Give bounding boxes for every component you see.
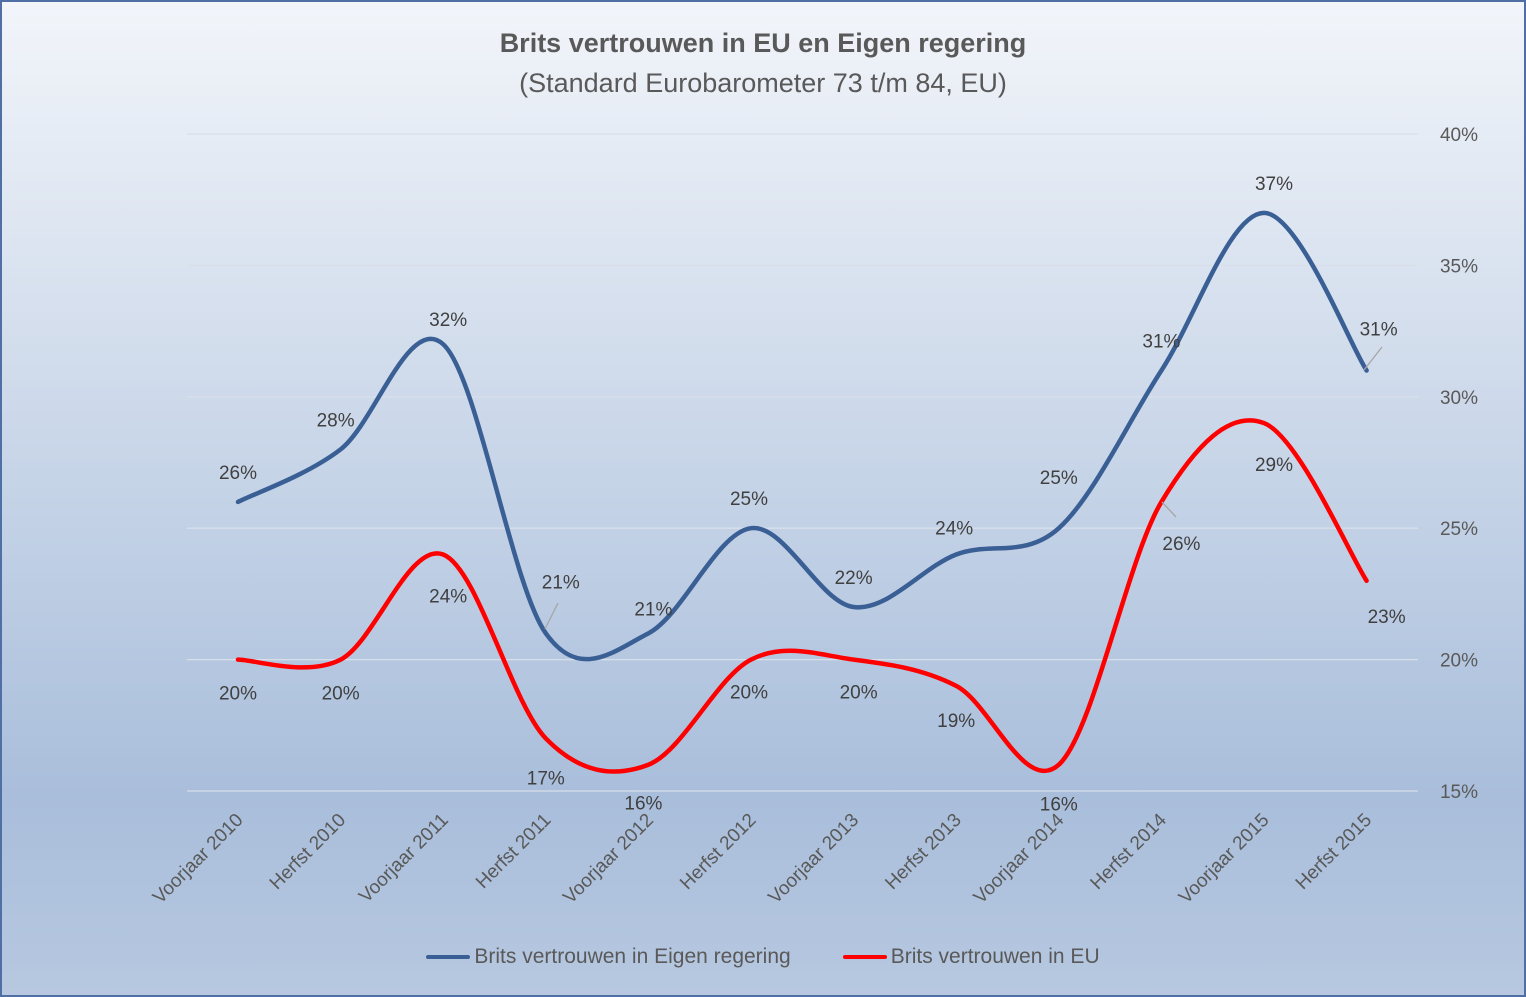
legend-swatch-government [426, 955, 471, 959]
legend-swatch-eu [842, 955, 887, 959]
data-label-government: 32% [429, 310, 467, 331]
data-label-government: 31% [1142, 332, 1180, 353]
data-label-government: 21% [634, 599, 672, 620]
x-tick-label: Voorjaar 2012 [559, 810, 658, 909]
y-tick-label: 20% [1440, 651, 1478, 672]
x-axis: Voorjaar 2010 Herfst 2010 Voorjaar 2011 Her… [149, 809, 1376, 908]
data-label-eu: 16% [1040, 795, 1078, 816]
y-tick-label: 25% [1440, 519, 1478, 540]
series-line-government [235, 210, 1369, 662]
y-tick-label: 35% [1440, 256, 1478, 277]
data-label-eu: 23% [1368, 607, 1406, 628]
data-label-government: 25% [1040, 468, 1078, 489]
data-label-eu: 24% [429, 586, 467, 607]
data-label-eu: 20% [322, 684, 360, 705]
y-tick-label: 30% [1440, 388, 1478, 409]
x-tick-label: Voorjaar 2013 [765, 810, 864, 909]
data-label-government: 28% [317, 410, 355, 431]
y-axis: 15% 20% 25% 30% 35% 40% [1440, 125, 1478, 803]
data-label-eu: 20% [730, 683, 768, 704]
data-label-eu: 19% [937, 711, 975, 732]
leader-line [1363, 346, 1383, 371]
data-label-government: 22% [835, 568, 873, 589]
data-label-eu: 20% [219, 684, 257, 705]
x-tick-label: Herfst 2015 [1292, 810, 1376, 894]
y-tick-label: 40% [1440, 125, 1478, 146]
x-tick-label: Herfst 2011 [472, 810, 555, 893]
legend-label-eu: Brits vertrouwen in EU [890, 945, 1100, 968]
chart-title: Brits vertrouwen in EU en Eigen regering [499, 28, 1027, 58]
data-label-eu: 17% [527, 768, 565, 789]
x-tick-label: Voorjaar 2010 [149, 810, 248, 909]
data-label-government: 25% [730, 489, 768, 510]
x-tick-label: Voorjaar 2011 [355, 810, 453, 908]
data-labels: 26% 28% 32% 21% 21% 25% 22% 24% 25% 31% 37% 31% 20% 2… [219, 174, 1406, 816]
x-tick-label: Herfst 2010 [266, 810, 350, 894]
data-label-government: 26% [219, 463, 257, 484]
chart-subtitle: (Standard Eurobarometer 73 t/m 84, EU) [519, 68, 1007, 98]
data-label-eu: 29% [1255, 455, 1293, 476]
legend: Brits vertrouwen in Eigen regering Brits… [2, 945, 1524, 969]
x-tick-label: Herfst 2012 [676, 810, 760, 894]
data-label-eu: 20% [840, 683, 878, 704]
x-tick-label: Voorjaar 2014 [970, 809, 1069, 908]
y-tick-label: 15% [1440, 782, 1478, 803]
data-label-eu: 26% [1162, 534, 1200, 555]
data-label-government: 37% [1255, 174, 1293, 195]
leader-line [1161, 501, 1177, 518]
data-label-government: 24% [935, 518, 973, 539]
x-tick-label: Herfst 2013 [881, 810, 965, 894]
legend-item-government: Brits vertrouwen in Eigen regering [426, 945, 791, 969]
data-label-eu: 16% [624, 794, 662, 815]
leader-line [544, 602, 559, 630]
x-tick-label: Voorjaar 2015 [1175, 810, 1274, 909]
data-label-government: 31% [1360, 320, 1398, 341]
series-line-eu [235, 418, 1369, 774]
gridlines [187, 133, 1418, 792]
x-tick-label: Herfst 2014 [1087, 809, 1172, 894]
data-label-government: 21% [542, 572, 580, 593]
series-lines [235, 210, 1369, 774]
legend-label-government: Brits vertrouwen in Eigen regering [474, 945, 791, 968]
legend-item-eu: Brits vertrouwen in EU [842, 945, 1100, 969]
